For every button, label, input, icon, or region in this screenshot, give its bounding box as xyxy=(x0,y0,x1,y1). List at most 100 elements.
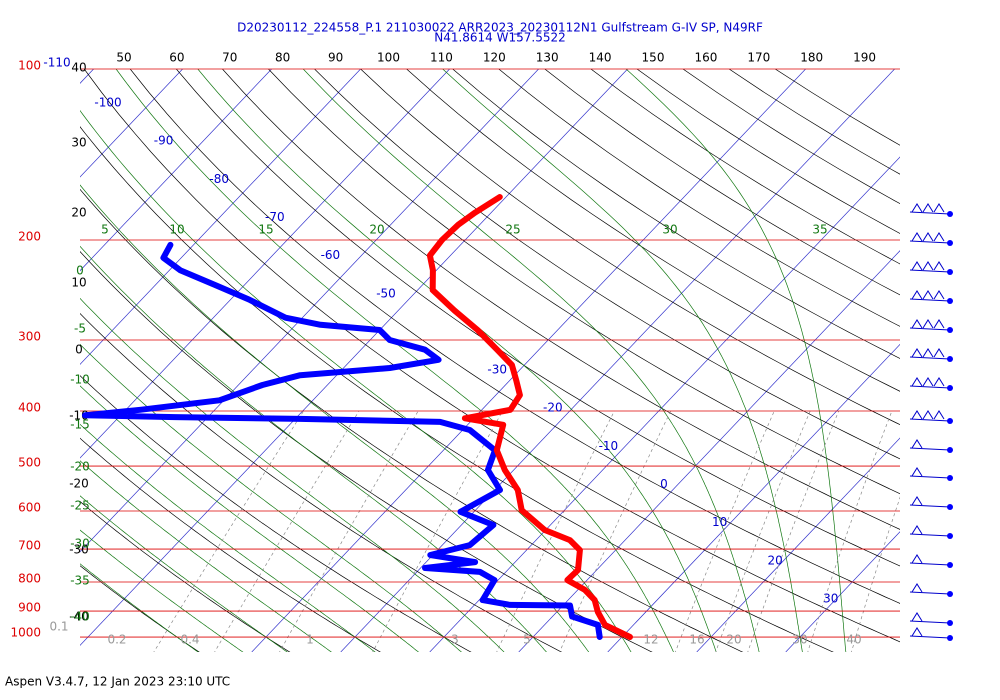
wind-barb-flag xyxy=(922,410,934,420)
dry-adiabat xyxy=(590,69,900,265)
wind-barb-flag xyxy=(933,232,945,242)
wind-barb-flag xyxy=(911,410,923,420)
dry-adiabat xyxy=(80,565,200,652)
moist-adiabat xyxy=(115,69,674,652)
background-lines xyxy=(80,69,900,652)
wind-barb-flag xyxy=(911,261,923,271)
isotherm xyxy=(251,69,806,652)
moist-adiabat xyxy=(80,297,505,652)
dry-adiabat-label: 30 xyxy=(71,136,86,150)
mixing-ratio-label: 0.4 xyxy=(180,633,199,647)
pressure-label: 400 xyxy=(18,400,41,414)
moist-adiabat-label: 30 xyxy=(662,223,677,237)
isotherm xyxy=(429,156,900,652)
wind-barb-dot xyxy=(947,211,953,217)
moist-adiabat xyxy=(302,69,760,652)
pressure-label: 100 xyxy=(18,59,41,73)
wind-barb-flag xyxy=(911,467,923,477)
wind-barb-dot xyxy=(947,240,953,246)
dry-adiabat xyxy=(268,69,900,495)
top-label: 120 xyxy=(483,51,506,65)
wind-barb-flag xyxy=(922,348,934,358)
moist-adiabat-label: -20 xyxy=(70,460,90,474)
wind-barb-staff xyxy=(909,240,951,244)
top-label: 130 xyxy=(536,51,559,65)
moist-adiabat xyxy=(80,563,199,652)
dry-adiabat-label: -30 xyxy=(69,543,89,557)
pressure-label: 800 xyxy=(18,571,41,585)
isotherm-label: -100 xyxy=(94,96,121,110)
dry-adiabat xyxy=(80,437,381,652)
mixing-ratio-label: 1 xyxy=(306,633,314,647)
wind-barb-dot xyxy=(947,635,953,641)
wind-barb-dot xyxy=(947,533,953,539)
mixing-ratio-label: 40 xyxy=(846,633,861,647)
moist-adiabat xyxy=(80,245,547,652)
dry-adiabat xyxy=(314,69,900,460)
moist-adiabat-label: 0 xyxy=(76,264,84,278)
temperature-profile xyxy=(426,194,633,640)
wind-barb-flag xyxy=(933,319,945,329)
pressure-label: 700 xyxy=(18,539,41,553)
moist-adiabat-label: 15 xyxy=(258,223,273,237)
wind-barb-flag xyxy=(911,525,923,535)
dry-adiabat xyxy=(80,188,744,652)
moist-adiabat-label: -25 xyxy=(70,499,90,513)
wind-barb-flag xyxy=(911,319,923,329)
dry-adiabat xyxy=(452,69,900,359)
mixing-ratio-label: 5 xyxy=(523,633,531,647)
wind-barb-dot xyxy=(947,475,953,481)
title: D20230112_224558_P.1 211030022 ARR2023_2… xyxy=(237,21,763,35)
wind-barb-flag xyxy=(911,496,923,506)
mixing-ratio-label: 30 xyxy=(792,633,807,647)
wind-barb-dot xyxy=(947,269,953,275)
wind-barb-flag xyxy=(922,290,934,300)
dry-adiabat xyxy=(80,312,563,652)
wind-barb-flag xyxy=(933,203,945,213)
wind-barb-staff xyxy=(909,418,951,422)
moist-adiabat-label: 35 xyxy=(812,223,827,237)
mixing-ratio-line xyxy=(372,410,503,652)
mixing-ratio-line xyxy=(559,410,672,652)
moist-adiabat-label: -35 xyxy=(70,574,90,588)
dry-adiabat-label: -10 xyxy=(69,409,89,423)
wind-barb-staff xyxy=(909,504,951,508)
wind-barb-staff xyxy=(909,269,951,273)
dry-adiabat-label: 20 xyxy=(71,206,86,220)
isotherm-label: 20 xyxy=(768,553,783,567)
moist-adiabat xyxy=(80,343,462,652)
top-label: 180 xyxy=(800,51,823,65)
wind-barb-staff xyxy=(909,475,951,479)
mixing-ratio-line xyxy=(747,410,840,652)
dry-adiabat xyxy=(222,69,900,530)
top-label: 50 xyxy=(116,51,131,65)
dewpoint-profile xyxy=(82,241,603,640)
wind-barb-dot xyxy=(947,620,953,626)
dry-adiabat xyxy=(498,69,900,327)
moist-adiabat-label: -10 xyxy=(70,373,90,387)
dry-adiabat xyxy=(80,375,472,652)
isotherm-label: -10 xyxy=(599,439,619,453)
subtitle: N41.8614 W157.5522 xyxy=(434,31,566,45)
moist-adiabat xyxy=(80,529,244,652)
pressure-label: 600 xyxy=(18,501,41,515)
wind-barb-flag xyxy=(922,232,934,242)
dry-adiabat xyxy=(775,69,900,146)
pressure-label: 500 xyxy=(18,456,41,470)
wind-barb-staff xyxy=(909,327,951,331)
footer: Aspen V3.4.7, 12 Jan 2023 23:10 UTC xyxy=(5,675,230,689)
moist-adiabat-label: -15 xyxy=(70,418,90,432)
dry-adiabat xyxy=(176,69,900,567)
wind-barb-flag xyxy=(922,377,934,387)
top-label: 90 xyxy=(328,51,343,65)
moist-adiabat xyxy=(80,460,332,652)
wind-barb-staff xyxy=(909,447,951,451)
top-label: 70 xyxy=(222,51,237,65)
isotherm-label: -30 xyxy=(487,363,507,377)
dry-adiabat xyxy=(80,251,653,652)
dry-adiabat xyxy=(406,69,900,392)
isotherm-label: 10 xyxy=(712,515,727,529)
moist-adiabat-label: 25 xyxy=(505,223,520,237)
isotherm xyxy=(80,69,94,84)
